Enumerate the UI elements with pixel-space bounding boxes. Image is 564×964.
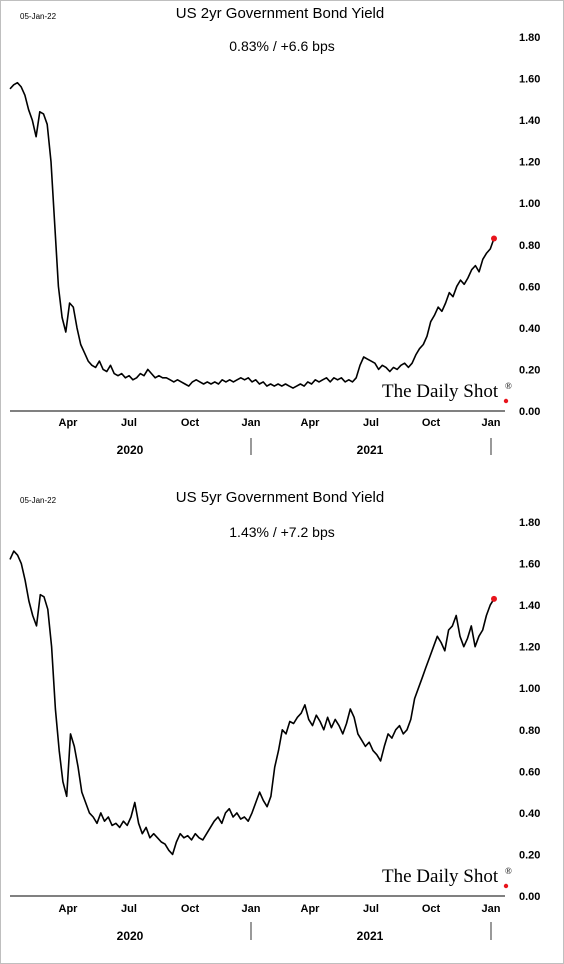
y-tick-label: 1.60 — [519, 559, 540, 571]
x-tick-label: Jan — [242, 903, 261, 915]
y-tick-label: 1.20 — [519, 157, 540, 169]
x-tick-label: Jan — [482, 903, 501, 915]
last-value-marker — [491, 235, 497, 242]
y-tick-label: 0.00 — [519, 891, 540, 903]
plot-area: 1.80 1.60 1.40 1.20 1.00 0.80 0.60 0.40 0.20 0.00… — [9, 32, 540, 457]
x-tick-label: Jan — [242, 417, 261, 429]
x-tick-label: Oct — [422, 417, 441, 429]
registered-mark: ® — [505, 866, 512, 876]
year-label: 2021 — [357, 443, 384, 457]
y-tick-label: 1.00 — [519, 198, 540, 210]
y-tick-label: 1.00 — [519, 683, 540, 695]
plot-area: 1.80 1.60 1.40 1.20 1.00 0.80 0.60 0.40 0.20 0.00… — [9, 517, 540, 943]
x-tick-label: Apr — [301, 903, 321, 915]
y-tick-label: 0.00 — [519, 406, 540, 418]
x-tick-label: Jul — [121, 903, 137, 915]
x-tick-label: Apr — [59, 903, 79, 915]
x-tick-label: Oct — [181, 903, 200, 915]
x-tick-label: Oct — [422, 903, 441, 915]
x-tick-label: Jul — [363, 903, 379, 915]
y-tick-label: 0.60 — [519, 281, 540, 293]
registered-mark: ® — [505, 381, 512, 391]
date-label: 05-Jan-22 — [20, 496, 57, 505]
brand-logo: The Daily Shot — [382, 866, 499, 887]
y-tick-label: 1.40 — [519, 600, 540, 612]
x-tick-label: Jul — [363, 417, 379, 429]
x-tick-label: Jul — [121, 417, 137, 429]
y-tick-label: 0.80 — [519, 725, 540, 737]
brand-dot — [503, 883, 509, 889]
year-label: 2020 — [117, 443, 144, 457]
y-tick-label: 0.40 — [519, 808, 540, 820]
series-line — [9, 550, 495, 856]
x-tick-label: Oct — [181, 417, 200, 429]
y-tick-label: 1.60 — [519, 74, 540, 86]
chart-title: US 5yr Government Bond Yield — [176, 489, 384, 506]
chart-subtitle: 1.43% / +7.2 bps — [229, 524, 334, 540]
y-tick-label: 1.20 — [519, 642, 540, 654]
series-line — [9, 81, 495, 389]
y-tick-label: 1.40 — [519, 115, 540, 127]
year-label: 2021 — [357, 929, 384, 943]
y-tick-label: 0.60 — [519, 766, 540, 778]
x-tick-label: Jan — [482, 417, 501, 429]
y-tick-label: 0.20 — [519, 364, 540, 376]
chart-panel-2yr: 05-Jan-22 US 2yr Government Bond Yield 0… — [9, 5, 540, 457]
y-tick-label: 0.80 — [519, 240, 540, 252]
y-tick-label: 1.80 — [519, 517, 540, 529]
year-label: 2020 — [117, 929, 144, 943]
y-tick-label: 0.40 — [519, 323, 540, 335]
y-tick-label: 1.80 — [519, 32, 540, 44]
y-tick-label: 0.20 — [519, 849, 540, 861]
last-value-marker — [491, 595, 497, 602]
date-label: 05-Jan-22 — [20, 12, 57, 21]
brand-logo: The Daily Shot — [382, 381, 499, 402]
chart-panel-5yr: 05-Jan-22 US 5yr Government Bond Yield 1… — [9, 489, 540, 943]
chart-title: US 2yr Government Bond Yield — [176, 5, 384, 22]
chart-subtitle: 0.83% / +6.6 bps — [229, 38, 334, 54]
x-tick-label: Apr — [301, 417, 321, 429]
brand-dot — [503, 398, 509, 404]
x-tick-label: Apr — [59, 417, 79, 429]
